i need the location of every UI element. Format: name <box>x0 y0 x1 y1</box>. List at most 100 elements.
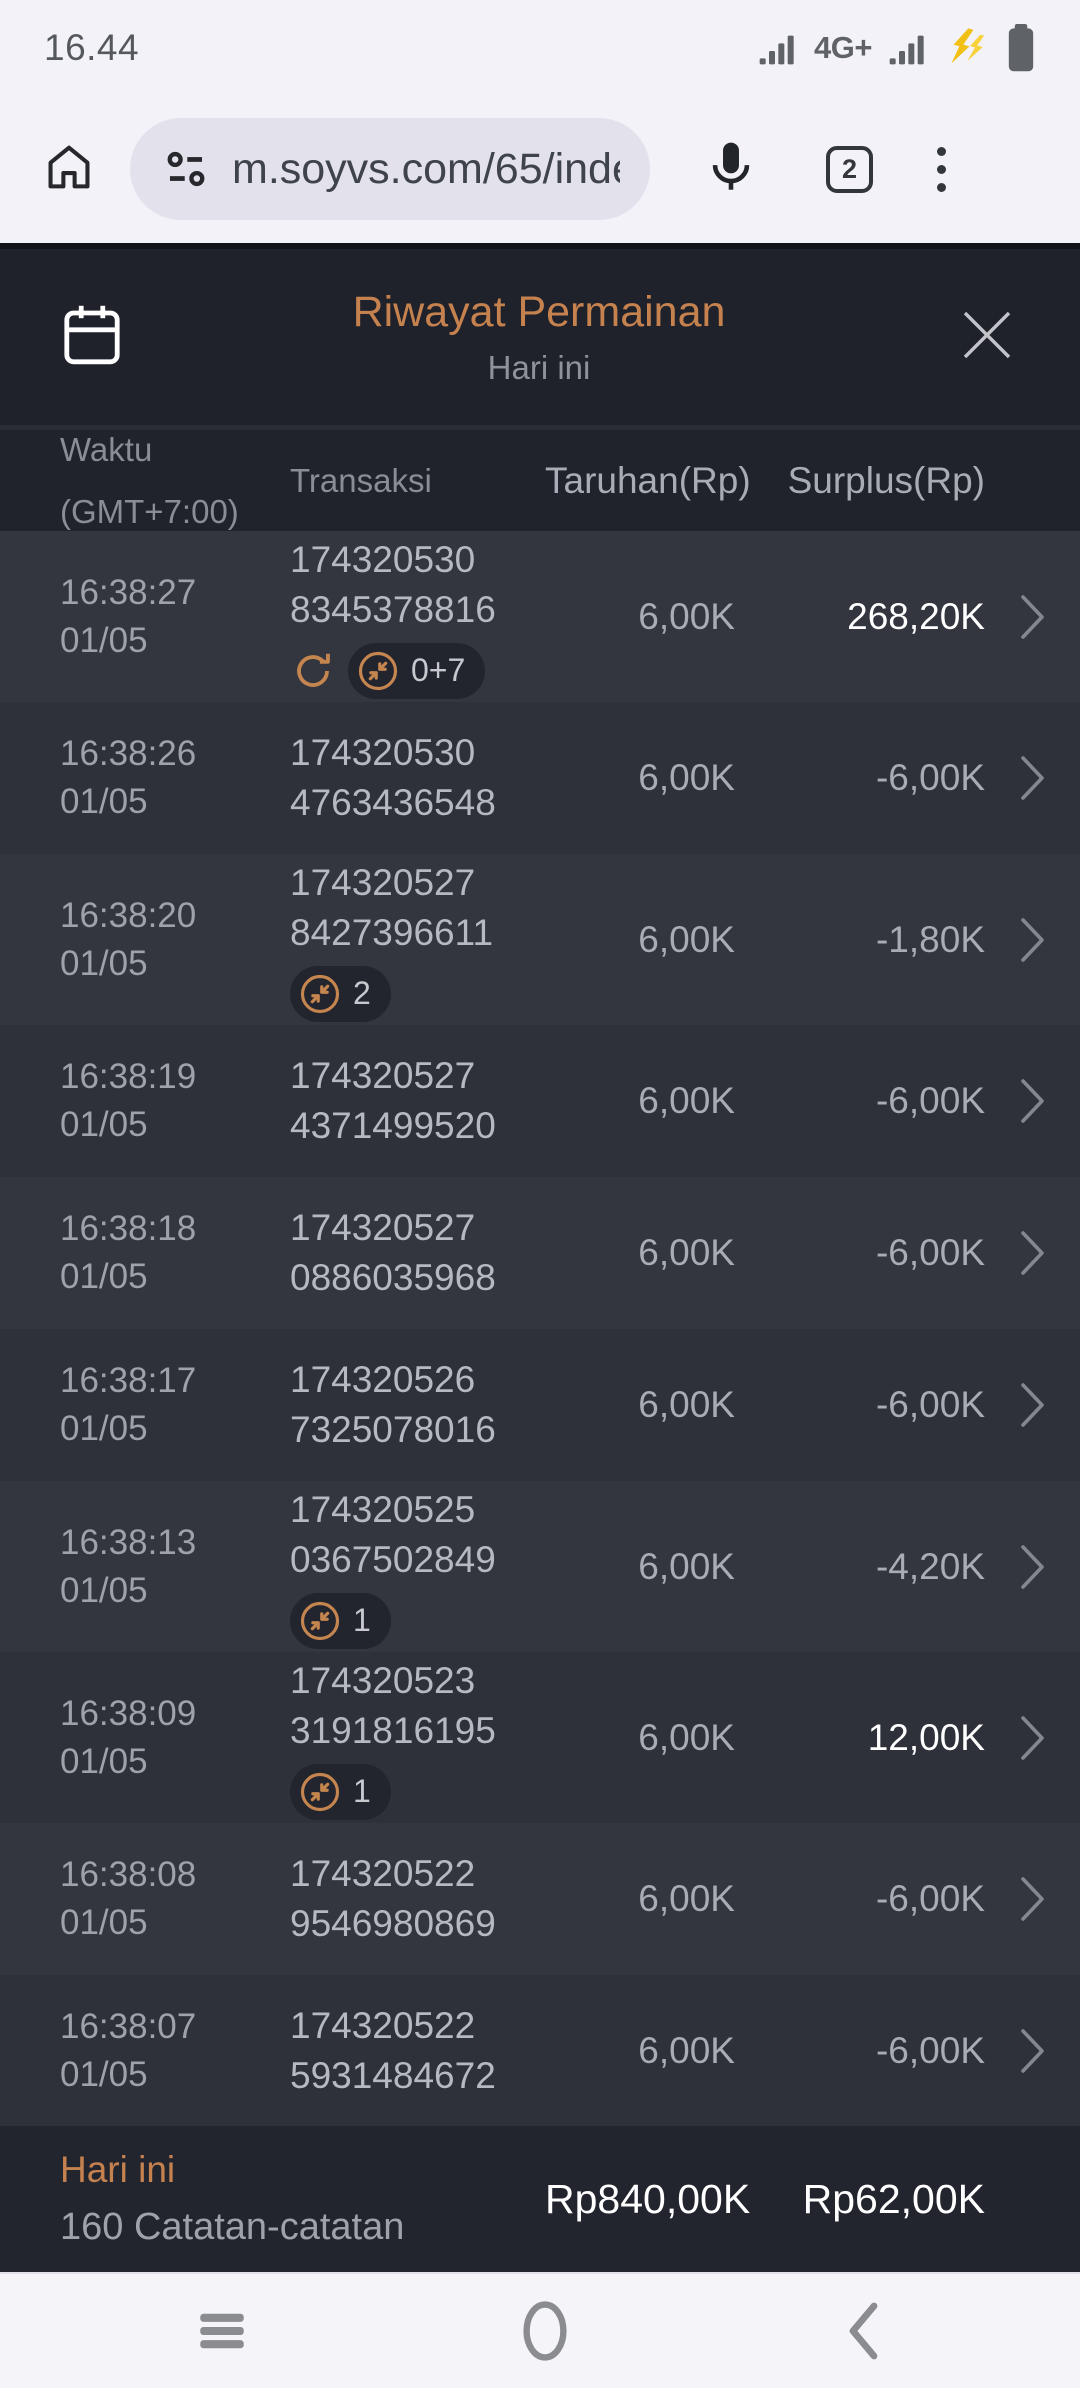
home-circle-icon <box>523 2301 567 2361</box>
row-detail-chevron <box>985 1715 1080 1761</box>
column-header-transaction: Transaksi <box>290 461 432 499</box>
rounds-icon <box>300 1601 340 1640</box>
row-surplus: -6,00K <box>875 2030 985 2071</box>
row-transaction: 174320530 8345378816 0+7 <box>275 535 545 699</box>
row-transaction: 174320522 9546980869 <box>290 1853 496 1944</box>
chevron-right-icon <box>1020 1231 1044 1275</box>
table-row[interactable]: 16:38:17 01/05 174320526 7325078016 6,00K … <box>0 1329 1080 1481</box>
signal-strength-icon <box>759 35 794 64</box>
row-detail-chevron <box>985 2028 1080 2074</box>
row-transaction: 174320523 3191816195 1 <box>275 1656 545 1820</box>
table-body: 16:38:27 01/05 174320530 8345378816 0+7 6,0… <box>0 531 1080 2126</box>
row-badges: 0+7 <box>290 642 545 699</box>
column-header-surplus: Surplus(Rp) <box>787 459 985 501</box>
row-bet: 6,00K <box>638 1384 735 1425</box>
table-row[interactable]: 16:38:13 01/05 174320525 0367502849 1 6,00K… <box>0 1481 1080 1652</box>
table-row[interactable]: 16:38:26 01/05 174320530 4763436548 6,00K … <box>0 702 1080 854</box>
row-detail-chevron <box>985 1230 1080 1276</box>
status-bar: 16.44 4G+ <box>0 0 1080 95</box>
table-row[interactable]: 16:38:19 01/05 174320527 4371499520 6,00K … <box>0 1025 1080 1177</box>
row-transaction: 174320522 5931484672 <box>290 2005 496 2096</box>
row-time: 16:38:09 01/05 <box>60 1693 197 1781</box>
row-time: 16:38:07 01/05 <box>60 2007 197 2094</box>
history-header: Riwayat Permainan Hari ini <box>0 249 1080 425</box>
table-row[interactable]: 16:38:20 01/05 174320527 8427396611 2 6,00K… <box>0 854 1080 1025</box>
summary-total-surplus: Rp62,00K <box>802 2175 985 2222</box>
row-time: 16:38:19 01/05 <box>60 1057 197 1144</box>
chevron-right-icon <box>1020 1383 1044 1427</box>
chevron-right-icon <box>1020 594 1044 639</box>
row-bet: 6,00K <box>638 918 735 960</box>
round-count-badge: 1 <box>290 1592 391 1649</box>
home-button[interactable] <box>42 140 96 199</box>
chevron-right-icon <box>1020 917 1044 962</box>
back-chevron-icon <box>849 2302 878 2360</box>
row-surplus: -6,00K <box>875 1232 985 1273</box>
microphone-icon <box>712 142 750 190</box>
refresh-icon <box>297 653 330 687</box>
row-detail-chevron <box>985 1078 1080 1124</box>
rounds-icon <box>358 651 398 690</box>
round-count-badge: 2 <box>290 965 391 1022</box>
voice-search-button[interactable] <box>702 138 760 201</box>
page-title: Riwayat Permainan <box>352 287 726 336</box>
close-button[interactable] <box>956 304 1018 371</box>
summary-record-count: 160 Catatan-catatan <box>60 2206 405 2248</box>
round-count: 1 <box>353 1773 371 1809</box>
table-row[interactable]: 16:38:27 01/05 174320530 8345378816 0+7 6,0… <box>0 531 1080 702</box>
row-surplus: -6,00K <box>875 1384 985 1425</box>
round-count: 2 <box>353 975 371 1011</box>
row-time: 16:38:26 01/05 <box>60 734 197 821</box>
row-badges: 2 <box>290 965 545 1022</box>
row-detail-chevron <box>985 1876 1080 1922</box>
chevron-right-icon <box>1020 1715 1044 1760</box>
android-nav-bar <box>0 2272 1080 2388</box>
row-transaction: 174320525 0367502849 1 <box>275 1485 545 1649</box>
battery-icon <box>1008 23 1034 71</box>
row-surplus: -6,00K <box>875 757 985 798</box>
network-type-label: 4G+ <box>814 29 872 65</box>
row-badges: 1 <box>290 1592 545 1649</box>
table-row[interactable]: 16:38:18 01/05 174320527 0886035968 6,00K … <box>0 1177 1080 1329</box>
url-text: m.soyvs.com/65/inde <box>232 144 620 193</box>
url-bar[interactable]: m.soyvs.com/65/inde <box>130 118 650 220</box>
chevron-right-icon <box>1020 756 1044 800</box>
tab-switcher-button[interactable]: 2 <box>826 145 873 193</box>
menu-dot <box>937 164 946 174</box>
table-header: Waktu (GMT+7:00) Transaksi Taruhan(Rp) S… <box>0 425 1080 531</box>
table-row[interactable]: 16:38:07 01/05 174320522 5931484672 6,00K … <box>0 1975 1080 2126</box>
round-count: 1 <box>353 1602 371 1638</box>
recent-apps-icon <box>200 2313 245 2349</box>
calendar-button[interactable] <box>62 303 122 372</box>
row-bet: 6,00K <box>638 1232 735 1273</box>
calendar-icon <box>64 305 120 364</box>
summary-footer: Hari ini 160 Catatan-catatan Rp840,00K R… <box>0 2126 1080 2272</box>
row-badges: 1 <box>290 1763 545 1820</box>
signal-strength-icon-2 <box>889 35 924 64</box>
back-button[interactable] <box>843 2300 883 2362</box>
table-row[interactable]: 16:38:09 01/05 174320523 3191816195 1 6,00K… <box>0 1652 1080 1823</box>
status-time: 16.44 <box>44 26 140 68</box>
site-settings-icon <box>167 151 205 187</box>
row-transaction: 174320527 8427396611 2 <box>275 858 545 1022</box>
menu-dot <box>937 146 946 156</box>
row-bet: 6,00K <box>638 1716 735 1758</box>
row-bet: 6,00K <box>638 757 735 798</box>
row-time: 16:38:17 01/05 <box>60 1361 197 1448</box>
home-nav-button[interactable] <box>522 2299 568 2363</box>
browser-menu-button[interactable] <box>937 146 946 192</box>
row-time: 16:38:13 01/05 <box>60 1522 197 1610</box>
page-subtitle: Hari ini <box>487 348 591 386</box>
close-icon <box>963 311 1011 358</box>
table-row[interactable]: 16:38:08 01/05 174320522 9546980869 6,00K … <box>0 1823 1080 1975</box>
row-time: 16:38:20 01/05 <box>60 895 197 983</box>
row-detail-chevron <box>985 594 1080 640</box>
row-detail-chevron <box>985 1382 1080 1428</box>
row-surplus: 268,20K <box>847 595 985 637</box>
home-icon <box>48 145 90 188</box>
recent-apps-button[interactable] <box>197 2310 247 2352</box>
row-transaction: 174320527 0886035968 <box>290 1207 496 1298</box>
column-header-bet: Taruhan(Rp) <box>545 459 751 501</box>
flash-charging-icon <box>951 27 985 63</box>
row-time: 16:38:08 01/05 <box>60 1855 197 1942</box>
